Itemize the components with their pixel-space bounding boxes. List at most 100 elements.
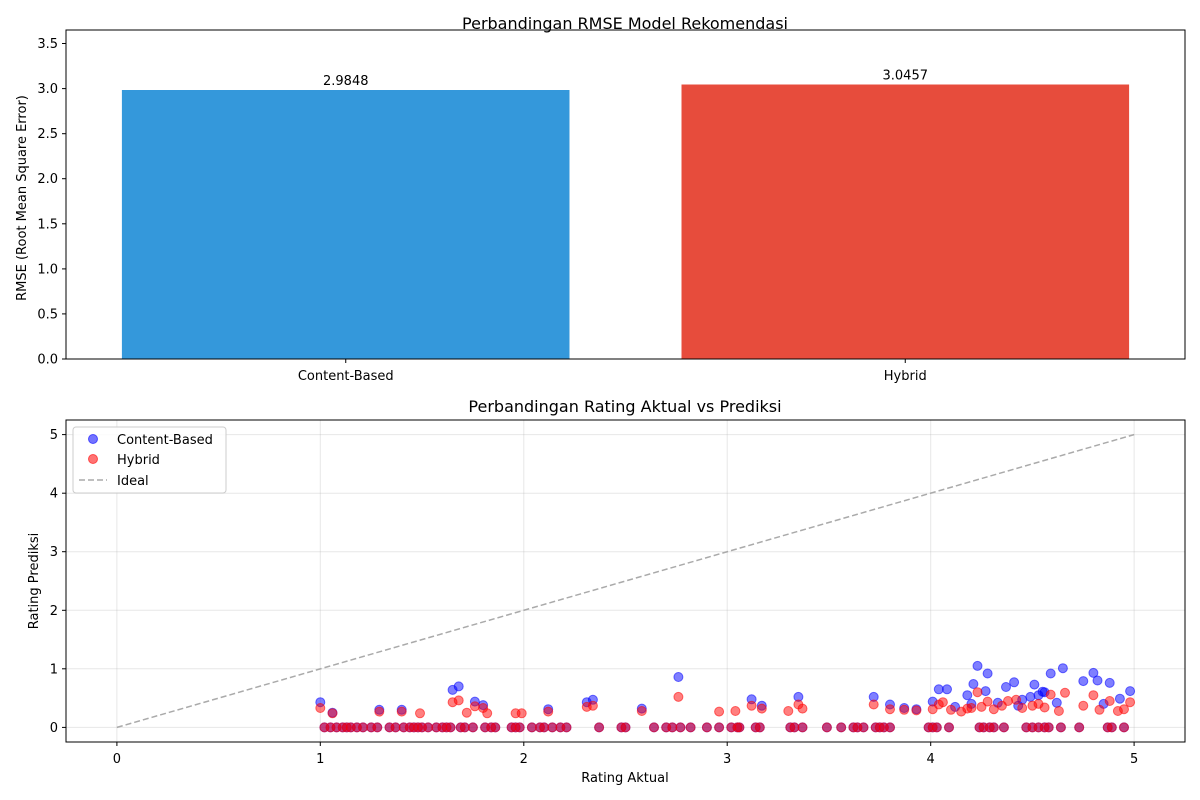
legend-label-hybrid: Hybrid bbox=[117, 453, 160, 468]
bar-y-tick-label: 0.0 bbox=[37, 353, 58, 368]
bar-y-tick-label: 1.0 bbox=[37, 262, 58, 277]
bar-plot-frame bbox=[65, 29, 1186, 360]
point-hybrid bbox=[1060, 687, 1070, 698]
point-hybrid bbox=[396, 706, 407, 717]
scatter-y-tick-label: 3 bbox=[50, 545, 58, 560]
point-hybrid bbox=[675, 722, 686, 733]
bar-y-axis: 0.0 0.5 1.0 1.5 2.0 2.5 3.0 3.5 bbox=[37, 37, 66, 368]
point-hybrid bbox=[453, 695, 464, 706]
point-hybrid bbox=[937, 697, 948, 708]
point-content-based bbox=[1009, 677, 1020, 688]
bar-x-axis: Content-Based Hybrid bbox=[298, 359, 927, 384]
point-hybrid bbox=[783, 706, 794, 716]
point-content-based bbox=[1051, 697, 1062, 708]
point-hybrid bbox=[972, 687, 983, 698]
scatter-x-axis: 0 1 2 3 4 5 bbox=[113, 742, 1138, 767]
point-hybrid bbox=[514, 722, 525, 733]
point-content-based bbox=[1114, 693, 1125, 704]
point-hybrid bbox=[469, 701, 480, 712]
bar-y-tick-label: 0.5 bbox=[37, 307, 58, 322]
scatter-plot-frame bbox=[65, 419, 1186, 743]
point-hybrid bbox=[620, 722, 631, 733]
point-content-based bbox=[1057, 663, 1068, 674]
point-content-based bbox=[1104, 677, 1115, 688]
point-hybrid bbox=[714, 706, 725, 717]
point-content-based bbox=[1025, 691, 1036, 702]
bar-x-tick-label: Hybrid bbox=[884, 369, 927, 384]
point-hybrid bbox=[966, 703, 977, 713]
ideal-line bbox=[116, 433, 1135, 729]
point-hybrid bbox=[899, 704, 910, 715]
point-hybrid bbox=[797, 722, 808, 733]
scatter-chart-title: Perbandingan Rating Aktual vs Prediksi bbox=[468, 397, 781, 416]
bar-y-tick-label: 3.5 bbox=[37, 37, 58, 52]
scatter-chart: Perbandingan Rating Aktual vs Prediksi 0… bbox=[27, 397, 1186, 786]
bar-x-tick-label: Content-Based bbox=[298, 369, 394, 384]
bar-y-tick-label: 3.0 bbox=[37, 82, 58, 97]
point-hybrid bbox=[988, 704, 999, 715]
point-hybrid bbox=[714, 722, 725, 733]
point-hybrid bbox=[911, 705, 922, 716]
scatter-x-tick-label: 0 bbox=[113, 752, 121, 767]
scatter-y-tick-label: 1 bbox=[50, 662, 58, 677]
bar-y-tick-label: 2.0 bbox=[37, 172, 58, 187]
point-hybrid bbox=[1003, 696, 1013, 706]
point-hybrid bbox=[734, 722, 745, 733]
point-hybrid bbox=[1119, 704, 1129, 715]
point-hybrid bbox=[730, 706, 741, 716]
point-hybrid bbox=[415, 708, 425, 719]
point-content-based bbox=[1078, 676, 1089, 687]
point-hybrid bbox=[372, 722, 383, 733]
point-hybrid bbox=[467, 722, 478, 733]
point-content-based bbox=[1125, 686, 1136, 697]
point-hybrid bbox=[423, 722, 434, 733]
scatter-x-tick-label: 5 bbox=[1130, 752, 1138, 767]
point-hybrid bbox=[1039, 702, 1050, 713]
point-hybrid bbox=[315, 703, 326, 713]
scatter-y-tick-label: 0 bbox=[50, 721, 58, 736]
point-hybrid bbox=[868, 699, 879, 710]
point-content-based bbox=[1029, 679, 1040, 690]
point-hybrid bbox=[1125, 697, 1136, 708]
bar-chart: Perbandingan RMSE Model Rekomendasi 2.98… bbox=[15, 14, 1186, 384]
bar-hybrid bbox=[681, 84, 1130, 359]
legend-marker-hybrid bbox=[88, 454, 98, 464]
point-hybrid bbox=[1053, 706, 1064, 716]
bar-y-tick-label: 1.5 bbox=[37, 217, 58, 232]
point-content-based bbox=[1001, 682, 1011, 692]
point-hybrid bbox=[636, 706, 647, 716]
point-content-based bbox=[673, 672, 684, 682]
scatter-y-axis-label: Rating Prediksi bbox=[27, 533, 42, 630]
point-hybrid bbox=[1104, 696, 1115, 706]
point-hybrid bbox=[701, 722, 712, 733]
point-hybrid bbox=[1106, 722, 1117, 733]
point-hybrid bbox=[490, 722, 501, 733]
ideal-line-layer bbox=[116, 433, 1135, 729]
scatter-x-axis-label: Rating Aktual bbox=[581, 771, 668, 786]
scatter-y-axis: 0 1 2 3 4 5 bbox=[50, 428, 66, 736]
point-hybrid bbox=[1094, 704, 1105, 715]
point-hybrid bbox=[944, 722, 954, 733]
bar-marks: 2.9848 3.0457 bbox=[121, 69, 1130, 359]
point-hybrid bbox=[1078, 700, 1089, 711]
bar-y-tick-label: 2.5 bbox=[37, 127, 58, 142]
point-hybrid bbox=[539, 722, 550, 733]
point-hybrid bbox=[461, 707, 472, 718]
scatter-x-tick-label: 3 bbox=[723, 752, 731, 767]
point-hybrid bbox=[746, 700, 757, 711]
point-content-based bbox=[982, 668, 993, 679]
legend: Content-Based Hybrid Ideal bbox=[72, 426, 227, 494]
point-hybrid bbox=[594, 722, 605, 733]
scatter-y-tick-label: 5 bbox=[50, 428, 58, 443]
point-hybrid bbox=[1088, 690, 1099, 701]
scatter-y-tick-label: 4 bbox=[50, 487, 58, 502]
point-hybrid bbox=[445, 722, 456, 733]
point-content-based bbox=[453, 681, 464, 692]
point-hybrid bbox=[982, 696, 993, 707]
legend-label-ideal: Ideal bbox=[117, 474, 149, 489]
legend-box bbox=[72, 426, 227, 494]
point-content-based bbox=[1092, 675, 1103, 686]
point-hybrid bbox=[756, 703, 767, 714]
point-hybrid bbox=[998, 722, 1009, 733]
